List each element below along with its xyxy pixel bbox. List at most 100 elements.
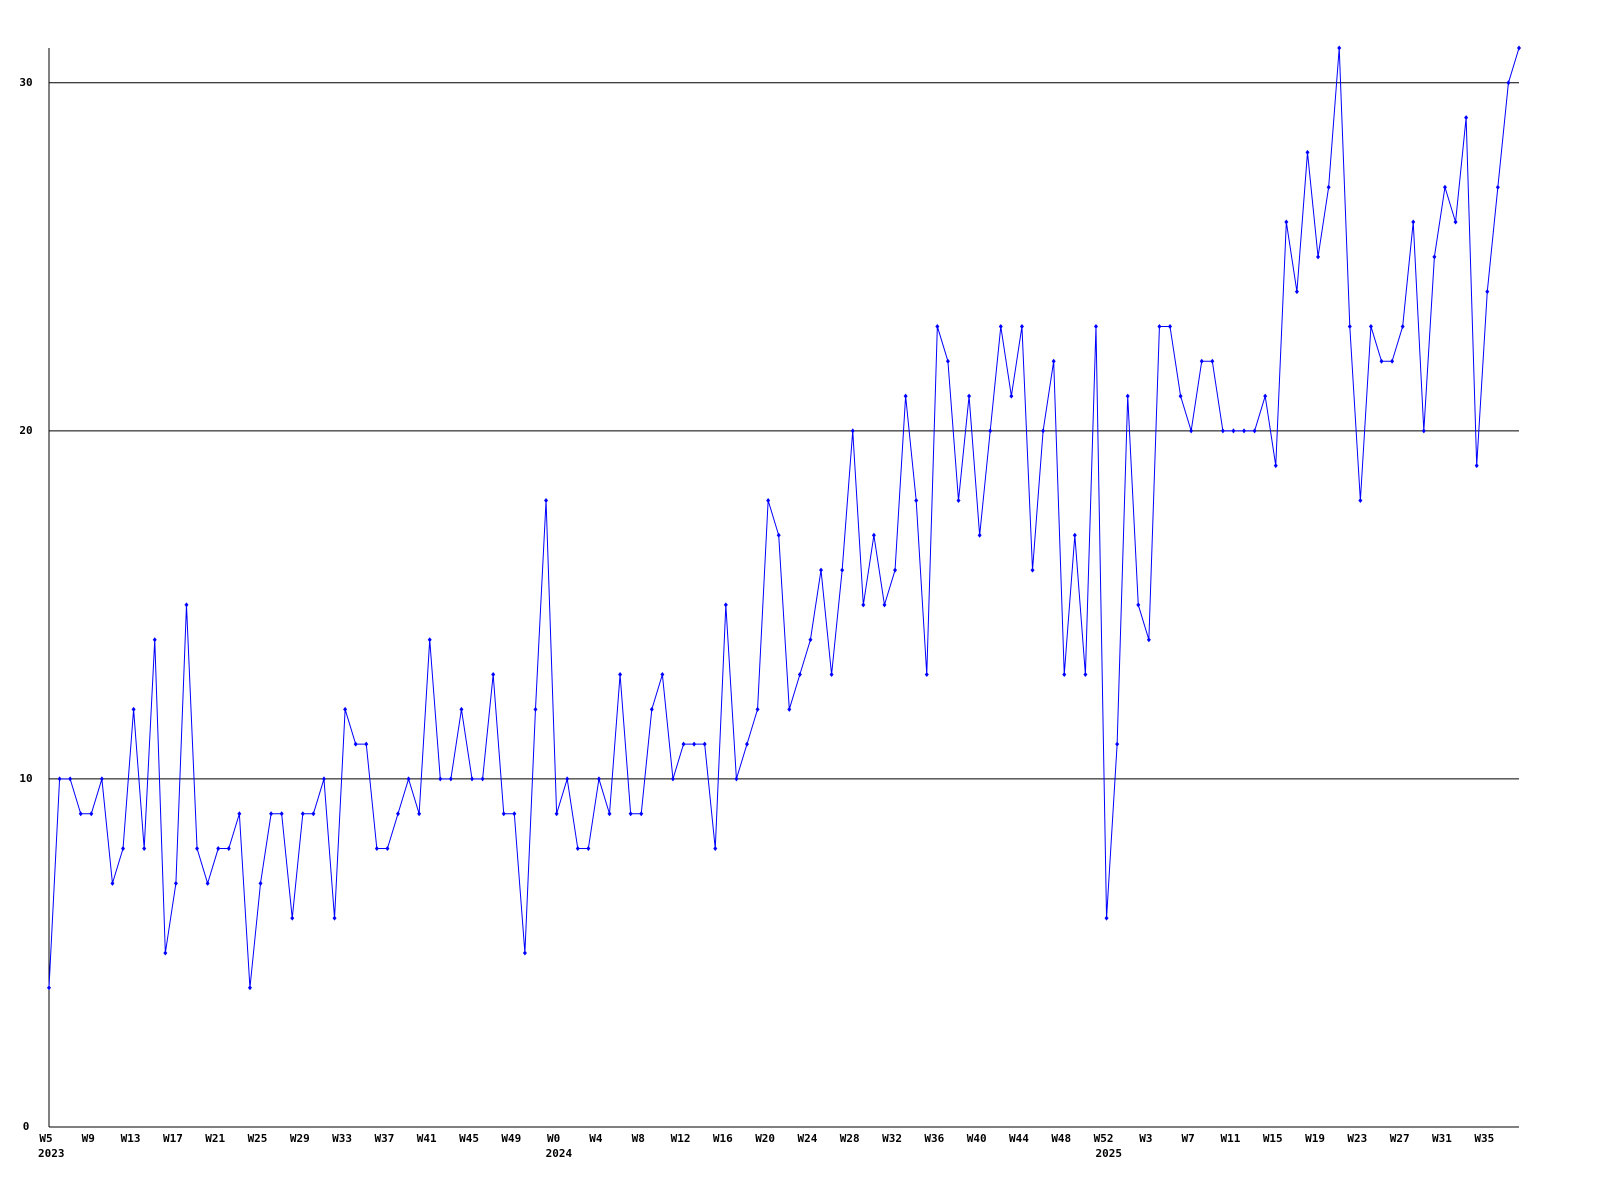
data-point — [533, 706, 538, 712]
data-point — [501, 811, 506, 817]
data-point — [1316, 254, 1321, 260]
data-point — [670, 776, 675, 782]
x-tick-label: W4 — [589, 1132, 603, 1145]
data-point — [1220, 428, 1225, 434]
data-point — [459, 706, 464, 712]
x-tick-label: W48 — [1051, 1132, 1071, 1145]
data-point — [956, 497, 961, 503]
data-point — [723, 602, 728, 608]
data-point — [1199, 358, 1204, 364]
data-point — [1115, 741, 1120, 747]
data-line — [48, 47, 1520, 988]
data-point — [977, 532, 982, 538]
data-point — [744, 741, 749, 747]
data-point — [734, 776, 739, 782]
data-point — [110, 880, 115, 886]
x-tick-label: W33 — [332, 1132, 352, 1145]
data-point — [702, 741, 707, 747]
data-point — [840, 567, 845, 573]
x-tick-label: W25 — [248, 1132, 268, 1145]
data-point — [1009, 393, 1014, 399]
data-point — [173, 880, 178, 886]
data-point — [829, 672, 834, 678]
x-tick-label: W11 — [1221, 1132, 1241, 1145]
data-point — [914, 497, 919, 503]
data-point — [1146, 637, 1151, 643]
data-point — [121, 846, 126, 852]
data-point — [681, 741, 686, 747]
x-tick-label: W15 — [1263, 1132, 1283, 1145]
x-tick-label: W32 — [882, 1132, 902, 1145]
data-point — [639, 811, 644, 817]
data-point — [1379, 358, 1384, 364]
x-tick-label: W8 — [632, 1132, 645, 1145]
data-point — [163, 950, 168, 956]
x-year-label: 2024 — [546, 1147, 573, 1160]
data-point — [395, 811, 400, 817]
data-point — [945, 358, 950, 364]
data-point — [438, 776, 443, 782]
data-point — [1072, 532, 1077, 538]
x-tick-label: W44 — [1009, 1132, 1029, 1145]
x-tick-label: W35 — [1474, 1132, 1494, 1145]
x-tick-label: W49 — [501, 1132, 521, 1145]
data-point — [290, 915, 295, 921]
x-tick-label: W0 — [547, 1132, 560, 1145]
data-point — [596, 776, 601, 782]
data-point — [1411, 219, 1416, 225]
data-point — [343, 706, 348, 712]
data-point — [797, 672, 802, 678]
data-point — [427, 637, 432, 643]
data-point — [142, 846, 147, 852]
data-point — [47, 985, 51, 991]
data-point — [1432, 254, 1437, 260]
data-point — [216, 846, 221, 852]
data-point — [1178, 393, 1183, 399]
data-point — [1453, 219, 1458, 225]
x-tick-label: W9 — [82, 1132, 95, 1145]
data-point — [1168, 323, 1173, 329]
data-point — [1326, 184, 1331, 190]
data-point — [269, 811, 274, 817]
data-point — [882, 602, 887, 608]
data-point — [417, 811, 422, 817]
data-point — [1390, 358, 1395, 364]
data-point — [448, 776, 453, 782]
data-point — [1062, 672, 1067, 678]
x-tick-label: W36 — [924, 1132, 944, 1145]
data-point — [1421, 428, 1426, 434]
data-point — [1273, 463, 1278, 469]
data-point — [1210, 358, 1215, 364]
data-point — [195, 846, 200, 852]
data-point — [618, 672, 623, 678]
data-point — [1136, 602, 1141, 608]
data-point — [374, 846, 379, 852]
y-tick-label: 10 — [19, 772, 32, 785]
data-point — [1030, 567, 1035, 573]
y-tick-label: 30 — [19, 76, 32, 89]
data-point — [967, 393, 972, 399]
data-point — [184, 602, 189, 608]
data-point — [1368, 323, 1373, 329]
data-point — [924, 672, 929, 678]
data-point — [78, 811, 83, 817]
data-point — [565, 776, 570, 782]
x-tick-label: W27 — [1390, 1132, 1410, 1145]
data-point — [628, 811, 633, 817]
data-point — [1294, 289, 1299, 295]
x-tick-label: W52 — [1094, 1132, 1114, 1145]
y-tick-label: 0 — [23, 1120, 30, 1133]
data-point — [131, 706, 136, 712]
data-point — [988, 428, 993, 434]
x-tick-label: W40 — [967, 1132, 987, 1145]
data-point — [1400, 323, 1405, 329]
data-point — [1231, 428, 1236, 434]
data-point — [1252, 428, 1257, 434]
data-point — [480, 776, 485, 782]
data-point — [512, 811, 517, 817]
data-point — [1347, 323, 1352, 329]
x-tick-label: W41 — [417, 1132, 437, 1145]
data-point — [353, 741, 358, 747]
x-year-label: 2025 — [1096, 1147, 1123, 1160]
data-point — [935, 323, 940, 329]
